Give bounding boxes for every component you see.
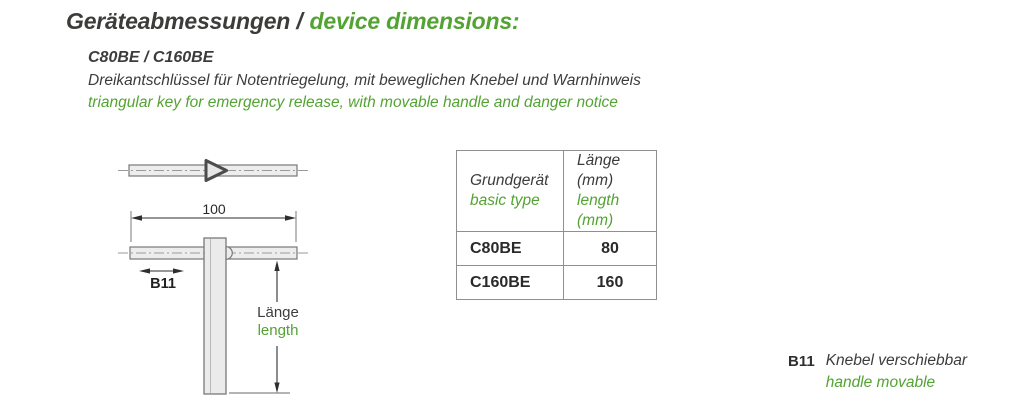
footnote-text-german: Knebel verschiebbar [825, 352, 968, 369]
page-title-german: Geräteabmessungen / [66, 8, 303, 34]
table-row: C160BE 160 [456, 265, 657, 300]
product-models: C80BE / C160BE [88, 49, 214, 66]
spec-table: Grundgerät basic type Länge (mm) length … [456, 150, 657, 300]
header-basic-type: Grundgerät basic type [456, 150, 564, 232]
footnote-text-english: handle movable [825, 374, 936, 391]
header-length-english: length (mm) [577, 192, 620, 229]
header-basic-type-english: basic type [470, 192, 540, 209]
key-shaft [203, 237, 227, 395]
header-length-german: Länge (mm) [577, 152, 621, 189]
length-dim-label: Länge length [246, 304, 310, 339]
triangular-key-head [204, 159, 228, 182]
cell-basic-type: C160BE [456, 265, 564, 300]
cell-length: 160 [563, 265, 657, 300]
product-intro: C80BE / C160BE Dreikantschlüssel für Not… [88, 49, 641, 112]
footnote-key: B11 [788, 353, 815, 370]
table-row: C80BE 80 [456, 231, 657, 266]
length-label-english: length [257, 321, 299, 339]
b11-arrow-right [173, 268, 184, 274]
b11-dim-label: B11 [150, 276, 176, 292]
product-description-english: triangular key for emergency release, wi… [88, 94, 618, 111]
page-title: Geräteabmessungen / device dimensions: [66, 7, 520, 35]
dim-label-100: 100 [202, 201, 226, 217]
header-basic-type-german: Grundgerät [470, 172, 549, 189]
cell-length: 80 [563, 231, 657, 266]
cell-basic-type: C80BE [456, 231, 564, 266]
footnote-text: Knebel verschiebbar handle movable [826, 352, 967, 392]
page-title-english: device dimensions: [309, 8, 520, 34]
product-description-german: Dreikantschlüssel für Notentriegelung, m… [88, 72, 641, 89]
length-arrow-up [274, 260, 280, 271]
b11-footnote: B11 Knebel verschiebbar handle movable [788, 352, 967, 392]
dim-arrow-right [285, 215, 296, 221]
dim-arrow-left [131, 215, 142, 221]
spec-table-header-row: Grundgerät basic type Länge (mm) length … [456, 150, 657, 232]
header-length: Länge (mm) length (mm) [563, 150, 657, 232]
length-arrow-down [274, 382, 280, 393]
length-label-german: Länge [257, 304, 299, 321]
b11-arrow-left [139, 268, 150, 274]
